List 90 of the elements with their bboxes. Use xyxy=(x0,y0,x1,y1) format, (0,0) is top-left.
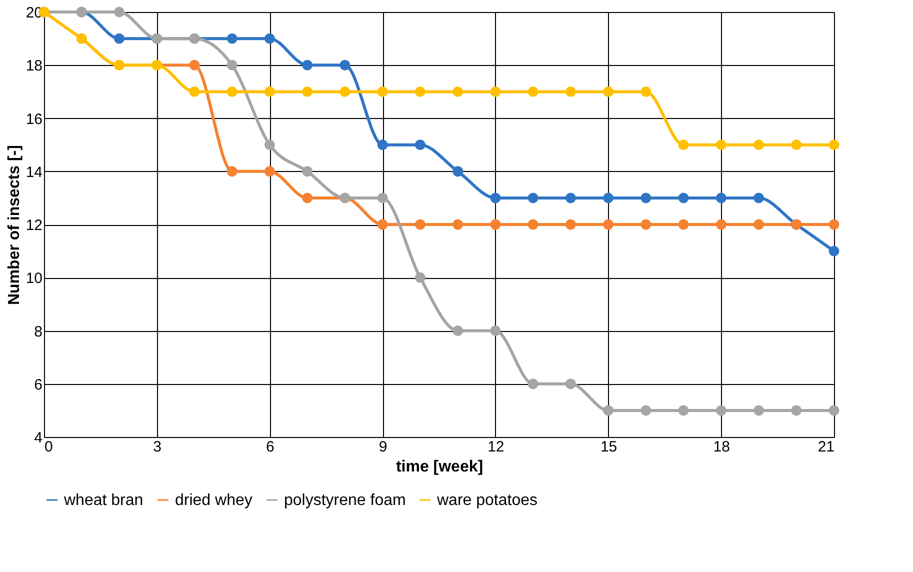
point xyxy=(678,192,689,204)
y-tick-label: 4 xyxy=(34,430,42,446)
y-tick-label: 16 xyxy=(26,110,42,128)
point xyxy=(490,192,501,204)
point xyxy=(640,405,652,416)
point xyxy=(490,86,501,97)
point xyxy=(377,86,388,97)
point xyxy=(828,246,840,256)
point xyxy=(678,405,689,416)
point xyxy=(828,405,840,416)
point xyxy=(226,166,238,177)
point xyxy=(603,219,614,230)
point xyxy=(791,140,802,150)
y-tick-label: 14 xyxy=(26,164,42,181)
y-tick-label: 10 xyxy=(26,270,42,288)
point xyxy=(565,192,576,204)
point xyxy=(114,6,124,18)
point xyxy=(716,405,726,416)
x-tick-label: 6 xyxy=(266,438,274,456)
point xyxy=(414,140,426,150)
legend-label: polystyrene foam xyxy=(284,492,406,509)
point xyxy=(754,140,764,150)
point xyxy=(754,405,764,416)
point xyxy=(377,192,388,204)
point xyxy=(414,86,426,97)
point xyxy=(716,140,726,150)
x-axis-title: time [week] xyxy=(396,458,484,476)
point xyxy=(264,140,275,150)
point xyxy=(452,166,464,177)
y-tick-label: 18 xyxy=(26,58,42,75)
point xyxy=(603,86,614,97)
y-tick-label: 6 xyxy=(34,376,42,394)
point xyxy=(414,272,426,283)
point xyxy=(754,219,764,230)
point xyxy=(302,192,313,204)
point xyxy=(716,219,726,230)
point xyxy=(302,60,313,70)
legend-label: ware potatoes xyxy=(436,492,538,509)
point xyxy=(791,405,802,416)
point xyxy=(528,192,538,204)
point xyxy=(640,192,652,204)
point xyxy=(264,33,275,44)
point xyxy=(603,192,614,204)
point xyxy=(490,219,501,230)
point xyxy=(565,378,576,390)
point xyxy=(528,378,538,390)
point xyxy=(226,33,238,44)
point xyxy=(414,219,426,230)
point xyxy=(528,219,538,230)
x-tick-label: 0 xyxy=(44,438,53,456)
x-tick-label: 3 xyxy=(153,438,162,456)
y-axis-title: Number of insects [-] xyxy=(6,144,23,306)
y-tick-label: 8 xyxy=(34,323,42,340)
point xyxy=(189,86,200,97)
point xyxy=(302,166,313,177)
point xyxy=(114,33,124,44)
point xyxy=(490,326,501,336)
point xyxy=(340,86,350,97)
point xyxy=(452,86,464,97)
point xyxy=(565,86,576,97)
x-tick-label: 21 xyxy=(818,438,834,456)
legend-label: wheat bran xyxy=(63,492,144,509)
point xyxy=(528,86,538,97)
point xyxy=(678,219,689,230)
point xyxy=(264,166,275,177)
y-tick-label: 12 xyxy=(26,217,42,234)
point xyxy=(828,219,840,230)
x-tick-label: 18 xyxy=(713,438,730,456)
point xyxy=(603,405,614,416)
point xyxy=(640,86,652,97)
point xyxy=(452,326,464,336)
point xyxy=(264,86,275,97)
point xyxy=(377,219,388,230)
legend-label: dried whey xyxy=(175,492,252,509)
point xyxy=(377,140,388,150)
point xyxy=(452,219,464,230)
point xyxy=(754,192,764,204)
point xyxy=(678,140,689,150)
x-tick-label: 15 xyxy=(600,438,618,456)
point xyxy=(226,86,238,97)
point xyxy=(828,140,840,150)
point xyxy=(340,60,350,70)
point xyxy=(565,219,576,230)
x-tick-label: 9 xyxy=(378,438,388,456)
point xyxy=(716,192,726,204)
point xyxy=(226,60,238,70)
x-tick-label: 12 xyxy=(488,438,504,456)
point xyxy=(189,60,200,70)
point xyxy=(302,86,313,97)
point xyxy=(640,219,652,230)
